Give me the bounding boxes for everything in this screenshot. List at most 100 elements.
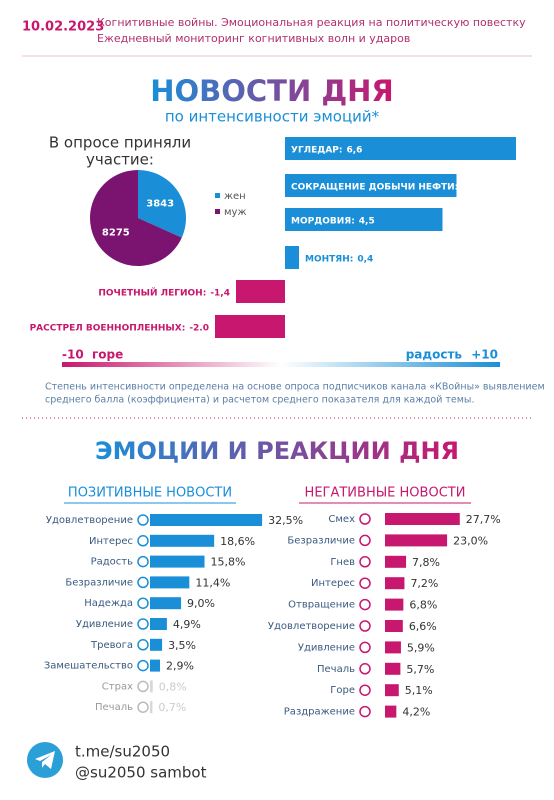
value-label: 15,8% xyxy=(211,556,246,569)
bar-label: МОРДОВИЯ: 4,5 xyxy=(291,216,375,226)
bar xyxy=(150,597,182,610)
emotion-icon xyxy=(359,663,371,675)
pie-title: В опросе приняли xyxy=(49,134,191,152)
value-label: 0,8% xyxy=(159,680,187,693)
category-label: СОКРАЩЕНИЕ ДОБЫЧИ НЕФТИ: xyxy=(291,182,458,192)
bar xyxy=(385,705,397,718)
scale-min-text: горе xyxy=(92,348,123,362)
legend-label: жен xyxy=(224,191,246,202)
category-label: МОРДОВИЯ: xyxy=(291,216,355,226)
value-label: 0,4 xyxy=(357,254,373,264)
bar xyxy=(385,534,448,547)
category-label: Раздражение xyxy=(284,707,355,718)
pie-title: участие: xyxy=(86,151,154,169)
bar xyxy=(150,638,163,651)
legend-label: муж xyxy=(224,207,246,218)
value-label: 3,5% xyxy=(168,639,196,652)
section-title: ЭМОЦИИ И РЕАКЦИИ ДНЯ xyxy=(95,437,459,465)
bar xyxy=(285,246,299,269)
category-label: Удовлетворение xyxy=(268,621,355,632)
category-label: ПОЧЕТНЫЙ ЛЕГИОН: xyxy=(98,286,206,298)
date: 10.02.2023 xyxy=(22,20,104,35)
value-label: 6,6% xyxy=(409,620,437,633)
bar xyxy=(385,598,404,611)
bar xyxy=(150,659,161,672)
category-label: Отвращение xyxy=(288,600,355,611)
bar-label: РАССТРЕЛ ВОЕННОПЛЕННЫХ: -2.0 xyxy=(30,323,209,333)
emotion-icon xyxy=(359,556,371,568)
category-label: МОНТЯН: xyxy=(305,254,353,264)
bar xyxy=(385,641,401,654)
pie-slice xyxy=(90,170,182,267)
emotion-icon xyxy=(359,620,371,632)
emotion-icon xyxy=(137,514,149,526)
bar xyxy=(385,577,405,590)
footnote: Степень интенсивности определена на осно… xyxy=(45,382,545,393)
legend-swatch xyxy=(215,193,220,198)
scale-max: +10 xyxy=(471,348,498,362)
value-label: 2,9% xyxy=(166,660,194,673)
category-label: РАССТРЕЛ ВОЕННОПЛЕННЫХ: xyxy=(30,323,186,333)
emotion-icon xyxy=(359,513,371,525)
chart-title: НОВОСТИ ДНЯ xyxy=(150,74,394,108)
category-label: Замешательство xyxy=(44,661,133,672)
category-label: Интерес xyxy=(311,578,355,589)
bar xyxy=(150,618,167,630)
bar-label: ПОЧЕТНЫЙ ЛЕГИОН: -1,4 xyxy=(98,286,230,298)
value-label: 5,1% xyxy=(405,684,433,697)
bar xyxy=(385,620,403,632)
category-label: Удовлетворение xyxy=(46,515,133,526)
emotion-icon xyxy=(137,701,149,713)
bar xyxy=(285,137,516,160)
category-label: Тревога xyxy=(90,640,133,651)
emotion-icon xyxy=(137,576,149,589)
value-label: 7,8% xyxy=(412,556,440,569)
value-label: 5,9% xyxy=(407,641,435,654)
scale-min: -10 xyxy=(62,348,84,362)
emotion-icon xyxy=(137,639,149,651)
bar xyxy=(150,701,153,714)
footer-link[interactable]: @su2050 sambot xyxy=(75,764,207,782)
value-label: 23,0% xyxy=(453,534,488,547)
category-label: Интерес xyxy=(89,536,133,547)
value-label: 32,5% xyxy=(268,514,303,527)
value-label: 4,9% xyxy=(173,618,201,631)
value-label: 0,7% xyxy=(158,701,186,714)
bar xyxy=(150,576,190,589)
value-label: 4,2% xyxy=(402,706,430,719)
value-label: 4,9 xyxy=(462,182,478,192)
header-line: Ежедневный мониторинг когнитивных волн и… xyxy=(97,32,410,45)
category-label: Безразличие xyxy=(287,535,355,546)
emotion-icon xyxy=(359,577,371,589)
footer-link[interactable]: t.me/su2050 xyxy=(75,743,170,761)
bar-label: СОКРАЩЕНИЕ ДОБЫЧИ НЕФТИ: 4,9 xyxy=(291,182,478,192)
bar xyxy=(150,534,215,547)
bar xyxy=(385,555,407,568)
category-label: Радость xyxy=(91,557,134,568)
category-label: Удивление xyxy=(76,619,133,630)
telegram-plane xyxy=(35,751,55,769)
category-label: Смех xyxy=(328,514,355,525)
value-label: 5,7% xyxy=(406,663,434,676)
value-label: 7,2% xyxy=(410,577,438,590)
bar xyxy=(285,174,457,197)
bar xyxy=(215,315,285,338)
emotion-icon xyxy=(359,641,371,654)
category-label: Печаль xyxy=(317,664,355,675)
emotion-icon xyxy=(359,705,371,718)
scale-bar xyxy=(62,362,500,367)
emotion-icon xyxy=(137,659,149,672)
emotion-icon xyxy=(137,618,149,630)
category-label: Гнев xyxy=(330,557,355,568)
bar xyxy=(150,555,205,568)
value-label: 11,4% xyxy=(195,576,230,589)
emotion-icon xyxy=(359,598,371,611)
value-label: 9,0% xyxy=(187,597,215,610)
pie-slice xyxy=(138,170,186,238)
bar xyxy=(150,514,263,526)
slice-label: 8275 xyxy=(102,227,130,238)
value-label: -2.0 xyxy=(189,323,209,333)
legend-swatch xyxy=(215,209,220,214)
